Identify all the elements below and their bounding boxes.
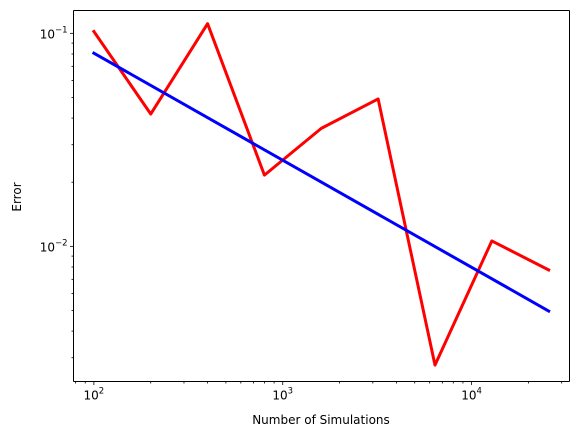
x-tick-label: 103 <box>272 387 293 403</box>
axes-layer <box>73 10 570 382</box>
series-line-1 <box>91 22 551 367</box>
y-axis-label: Error <box>10 182 24 211</box>
series-line-2 <box>91 51 551 314</box>
x-axis-label: Number of Simulations <box>252 413 390 427</box>
y-tick-label: 10−2 <box>40 238 68 254</box>
series-layer <box>91 22 551 367</box>
y-tick-label: 10−1 <box>40 25 68 41</box>
x-tick-label: 102 <box>84 387 105 403</box>
ticks-layer: 102 103 104 10−2 10−1 <box>40 25 563 403</box>
x-tick-label: 104 <box>461 387 482 403</box>
